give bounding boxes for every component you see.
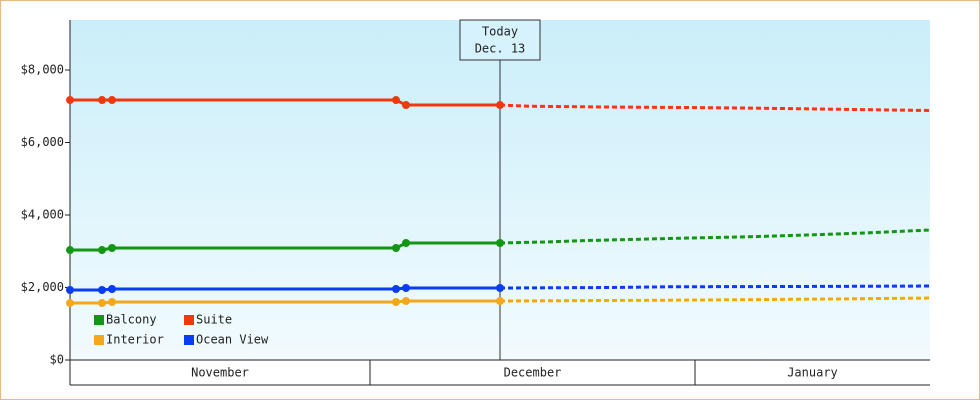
month-label: December — [504, 366, 562, 380]
legend-swatch — [184, 315, 194, 325]
y-tick-label: $0 — [50, 353, 64, 367]
price-line — [70, 241, 500, 252]
price-point — [392, 243, 400, 252]
legend-swatch — [94, 335, 104, 345]
legend-label: Suite — [196, 313, 232, 327]
today-date: Dec. 13 — [475, 42, 526, 56]
price-point — [66, 286, 74, 295]
price-point — [496, 296, 504, 305]
price-point — [98, 286, 106, 295]
price-point — [66, 299, 74, 308]
price-point — [98, 299, 106, 308]
legend-swatch — [94, 315, 104, 325]
y-tick-label: $2,000 — [21, 280, 64, 294]
price-point — [392, 298, 400, 307]
price-point — [402, 296, 410, 305]
price-point — [108, 298, 116, 307]
price-line — [70, 286, 500, 292]
legend-label: Interior — [106, 333, 164, 347]
today-box — [459, 19, 541, 61]
price-point — [108, 284, 116, 293]
y-tick-label: $6,000 — [21, 135, 64, 149]
legend-label: Ocean View — [196, 333, 269, 347]
today-label: Today — [482, 25, 518, 39]
price-line — [70, 299, 500, 305]
price-point — [496, 284, 504, 293]
price-point — [402, 238, 410, 247]
legend-label: Balcony — [106, 313, 157, 327]
price-point — [392, 284, 400, 293]
price-point — [98, 96, 106, 105]
forecast-line — [499, 284, 931, 290]
price-point — [108, 243, 116, 252]
forecast-line — [499, 103, 931, 113]
price-line — [70, 98, 500, 107]
price-point — [402, 284, 410, 293]
price-point — [402, 101, 410, 110]
forecast-line — [499, 228, 931, 245]
price-point — [66, 96, 74, 105]
price-point — [98, 246, 106, 255]
y-tick-label: $4,000 — [21, 208, 64, 222]
price-point — [496, 238, 504, 247]
month-label: January — [787, 366, 838, 380]
legend-swatch — [184, 335, 194, 345]
price-point — [392, 96, 400, 105]
price-point — [496, 101, 504, 110]
price-point — [66, 246, 74, 255]
y-tick-label: $8,000 — [21, 63, 64, 77]
month-label: November — [191, 366, 249, 380]
price-point — [108, 96, 116, 105]
